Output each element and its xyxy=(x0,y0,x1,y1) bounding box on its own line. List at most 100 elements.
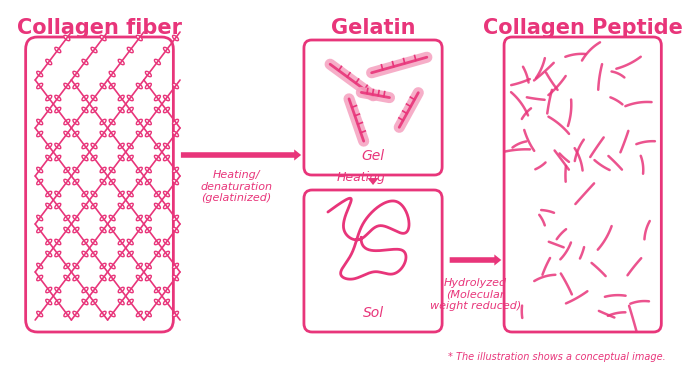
Ellipse shape xyxy=(146,179,151,185)
Ellipse shape xyxy=(136,311,142,317)
Ellipse shape xyxy=(127,251,133,257)
Text: Gel: Gel xyxy=(361,149,384,163)
Ellipse shape xyxy=(118,155,124,161)
Ellipse shape xyxy=(64,215,70,221)
Ellipse shape xyxy=(118,287,124,293)
Ellipse shape xyxy=(155,155,160,161)
Ellipse shape xyxy=(55,239,61,245)
Ellipse shape xyxy=(55,287,61,293)
Ellipse shape xyxy=(36,263,43,269)
Ellipse shape xyxy=(127,143,133,149)
Ellipse shape xyxy=(109,119,115,125)
Ellipse shape xyxy=(100,227,106,233)
Ellipse shape xyxy=(146,167,151,173)
Ellipse shape xyxy=(64,167,70,173)
Ellipse shape xyxy=(164,95,169,101)
Ellipse shape xyxy=(127,203,133,209)
Ellipse shape xyxy=(55,47,61,53)
Ellipse shape xyxy=(64,119,70,125)
Ellipse shape xyxy=(100,119,106,125)
Ellipse shape xyxy=(46,299,52,305)
Ellipse shape xyxy=(146,215,151,221)
FancyBboxPatch shape xyxy=(304,40,442,175)
Ellipse shape xyxy=(82,299,88,305)
Ellipse shape xyxy=(172,311,178,317)
Ellipse shape xyxy=(73,71,79,77)
Ellipse shape xyxy=(109,131,115,137)
Ellipse shape xyxy=(118,143,124,149)
Ellipse shape xyxy=(146,263,151,269)
Ellipse shape xyxy=(73,167,79,173)
Ellipse shape xyxy=(73,263,79,269)
Text: Sol: Sol xyxy=(363,306,384,320)
Ellipse shape xyxy=(155,299,160,305)
Ellipse shape xyxy=(82,59,88,65)
Ellipse shape xyxy=(172,35,178,41)
Ellipse shape xyxy=(118,95,124,101)
Ellipse shape xyxy=(164,107,169,113)
Ellipse shape xyxy=(46,59,52,65)
Ellipse shape xyxy=(136,131,142,137)
Ellipse shape xyxy=(118,191,124,197)
Ellipse shape xyxy=(100,83,106,89)
Ellipse shape xyxy=(64,227,70,233)
Ellipse shape xyxy=(136,227,142,233)
Ellipse shape xyxy=(118,299,124,305)
Ellipse shape xyxy=(91,239,97,245)
Ellipse shape xyxy=(73,179,79,185)
Ellipse shape xyxy=(109,215,115,221)
Ellipse shape xyxy=(55,95,61,101)
Ellipse shape xyxy=(91,203,97,209)
Ellipse shape xyxy=(164,287,169,293)
Ellipse shape xyxy=(36,131,43,137)
Ellipse shape xyxy=(36,275,43,281)
Ellipse shape xyxy=(172,179,178,185)
Ellipse shape xyxy=(82,191,88,197)
Ellipse shape xyxy=(64,275,70,281)
Ellipse shape xyxy=(109,83,115,89)
Ellipse shape xyxy=(36,179,43,185)
Ellipse shape xyxy=(46,143,52,149)
Ellipse shape xyxy=(155,191,160,197)
Ellipse shape xyxy=(91,95,97,101)
Ellipse shape xyxy=(64,83,70,89)
Ellipse shape xyxy=(172,119,178,125)
Ellipse shape xyxy=(146,227,151,233)
Ellipse shape xyxy=(109,167,115,173)
Ellipse shape xyxy=(55,299,61,305)
Ellipse shape xyxy=(155,59,160,65)
Text: Hydrolyzed
(Molecular
weight reduced): Hydrolyzed (Molecular weight reduced) xyxy=(430,278,521,311)
Ellipse shape xyxy=(73,275,79,281)
Ellipse shape xyxy=(82,95,88,101)
Ellipse shape xyxy=(55,203,61,209)
Ellipse shape xyxy=(64,35,70,41)
Ellipse shape xyxy=(91,287,97,293)
Ellipse shape xyxy=(109,311,115,317)
Ellipse shape xyxy=(91,191,97,197)
Ellipse shape xyxy=(118,203,124,209)
Ellipse shape xyxy=(55,191,61,197)
Ellipse shape xyxy=(127,47,133,53)
Ellipse shape xyxy=(127,191,133,197)
Ellipse shape xyxy=(55,251,61,257)
Ellipse shape xyxy=(46,191,52,197)
Text: Collagen Peptide: Collagen Peptide xyxy=(483,18,682,38)
Ellipse shape xyxy=(155,239,160,245)
Ellipse shape xyxy=(100,131,106,137)
Ellipse shape xyxy=(73,119,79,125)
Ellipse shape xyxy=(155,287,160,293)
Ellipse shape xyxy=(82,287,88,293)
Ellipse shape xyxy=(118,59,124,65)
Ellipse shape xyxy=(46,287,52,293)
Ellipse shape xyxy=(36,83,43,89)
Ellipse shape xyxy=(46,203,52,209)
Ellipse shape xyxy=(91,47,97,53)
Ellipse shape xyxy=(73,215,79,221)
Ellipse shape xyxy=(146,131,151,137)
Text: Collagen fiber: Collagen fiber xyxy=(17,18,182,38)
Ellipse shape xyxy=(118,251,124,257)
Ellipse shape xyxy=(146,119,151,125)
Ellipse shape xyxy=(118,107,124,113)
Ellipse shape xyxy=(73,311,79,317)
Ellipse shape xyxy=(155,143,160,149)
